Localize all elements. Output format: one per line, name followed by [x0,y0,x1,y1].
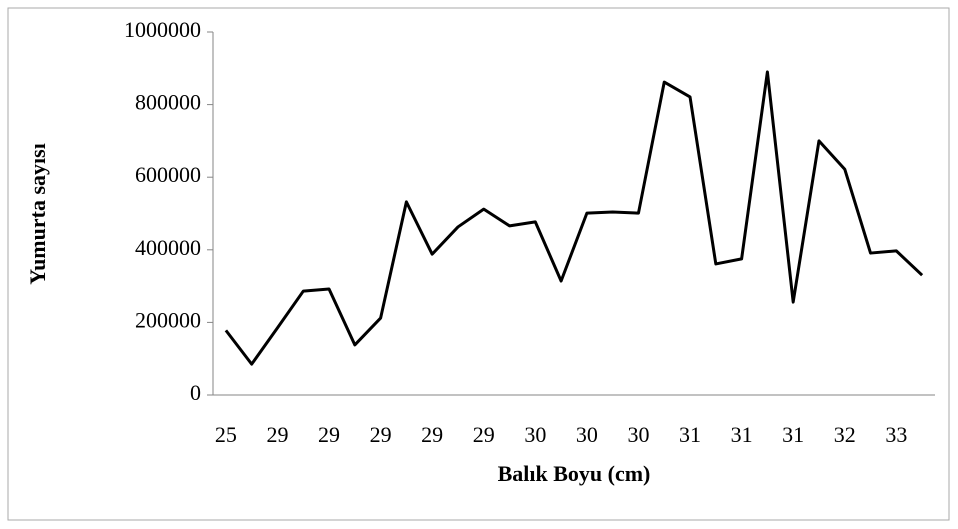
x-axis-title: Balık Boyu (cm) [498,461,651,486]
y-axis-title: Yumurta sayısı [25,143,50,285]
x-tick-label: 31 [679,422,701,447]
x-tick-label: 31 [731,422,753,447]
x-tick-label: 29 [370,422,392,447]
y-tick-label: 0 [190,380,201,405]
x-tick-label: 29 [473,422,495,447]
y-tick-label: 1000000 [124,17,201,42]
x-tick-label: 30 [627,422,649,447]
x-tick-label: 29 [318,422,340,447]
x-tick-label: 32 [834,422,856,447]
y-tick-label: 600000 [135,162,201,187]
x-tick-label: 31 [782,422,804,447]
chart-frame [7,7,950,521]
x-tick-label: 29 [421,422,443,447]
y-tick-label: 200000 [135,307,201,332]
x-tick-label: 33 [885,422,907,447]
x-tick-label: 30 [524,422,546,447]
y-tick-label: 400000 [135,235,201,260]
data-line [224,70,924,366]
x-tick-label: 30 [576,422,598,447]
x-tick-label: 29 [266,422,288,447]
x-tick-label: 25 [215,422,237,447]
y-tick-label: 800000 [135,90,201,115]
